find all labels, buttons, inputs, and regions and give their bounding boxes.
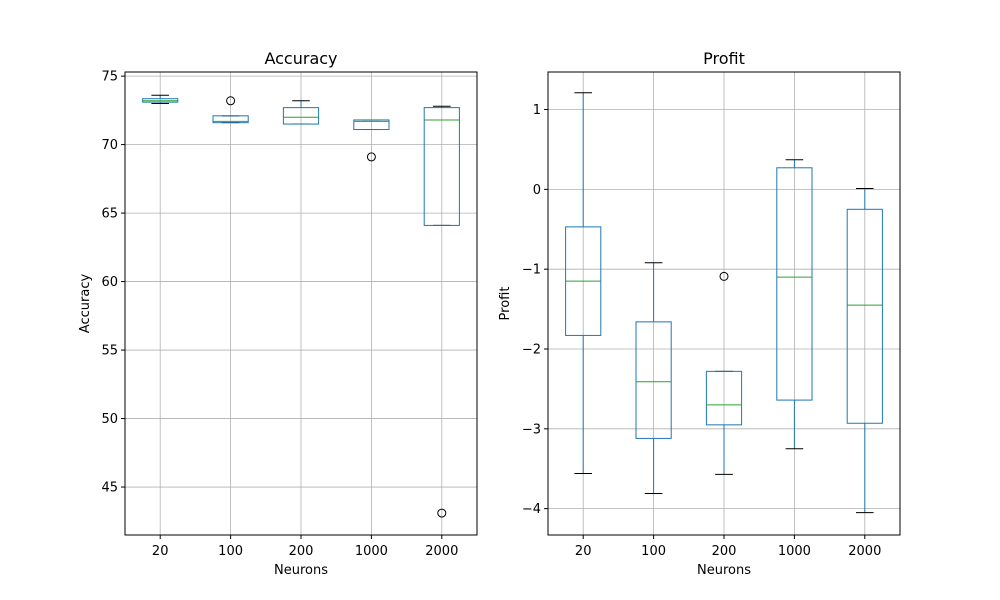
box-2000 [846, 188, 883, 514]
y-tick-label: 50 [101, 412, 118, 427]
x-tick-label: 2000 [848, 544, 881, 559]
box-1000 [353, 119, 390, 162]
y-tick-label: 75 [101, 70, 118, 85]
outlier-point [366, 152, 376, 162]
x-tick-label: 1000 [778, 544, 811, 559]
y-axis-label: Accuracy [78, 274, 93, 334]
box-body [705, 370, 743, 426]
box-body [635, 321, 672, 439]
y-tick-label: −2 [522, 343, 541, 358]
box-body [423, 107, 460, 226]
x-axis-label: Neurons [274, 563, 328, 578]
box-body [776, 167, 813, 401]
box-1000 [776, 159, 813, 450]
box-100 [212, 96, 249, 124]
y-tick-label: 55 [101, 344, 118, 359]
box-200 [705, 271, 743, 475]
x-tick-label: 20 [152, 544, 169, 559]
x-axis-label: Neurons [697, 563, 751, 578]
box-body [353, 119, 390, 131]
outlier-point [226, 96, 236, 106]
y-tick-label: −4 [522, 502, 541, 517]
y-tick-label: 70 [101, 138, 118, 153]
x-tick-label: 200 [289, 544, 314, 559]
y-axis-label: Profit [498, 287, 513, 321]
y-tick-label: −3 [522, 422, 541, 437]
accuracy-panel: 45 50 55 60 65 70 75 20 100 200 1000 2000 Accuracy Ne… [78, 49, 478, 578]
outlier-point [437, 508, 447, 518]
box-200 [282, 100, 320, 125]
y-tick-label: 1 [533, 103, 541, 118]
x-tick-label: 2000 [425, 544, 458, 559]
x-tick-label: 1000 [355, 544, 388, 559]
box-2000 [423, 105, 460, 518]
x-tick-label: 20 [575, 544, 592, 559]
box-body [282, 107, 320, 125]
x-tick-label: 100 [218, 544, 243, 559]
box-100 [635, 262, 672, 494]
y-tick-label: 45 [101, 481, 118, 496]
chart-title: Accuracy [264, 49, 337, 68]
x-tick-label: 200 [712, 544, 737, 559]
profit-panel: −4 −3 −2 −1 0 1 20 100 200 1000 2000 Profit Neurons P… [498, 49, 901, 578]
x-tick-label: 100 [641, 544, 666, 559]
y-tick-label: 0 [533, 183, 541, 198]
chart-title: Profit [703, 49, 745, 68]
box-20 [142, 94, 179, 105]
box-20 [565, 92, 602, 475]
box-body [846, 208, 883, 424]
y-tick-label: 60 [101, 275, 118, 290]
box-body [212, 115, 249, 124]
y-tick-label: 65 [101, 207, 118, 222]
y-tick-label: −1 [522, 263, 541, 278]
outlier-point [719, 271, 729, 281]
